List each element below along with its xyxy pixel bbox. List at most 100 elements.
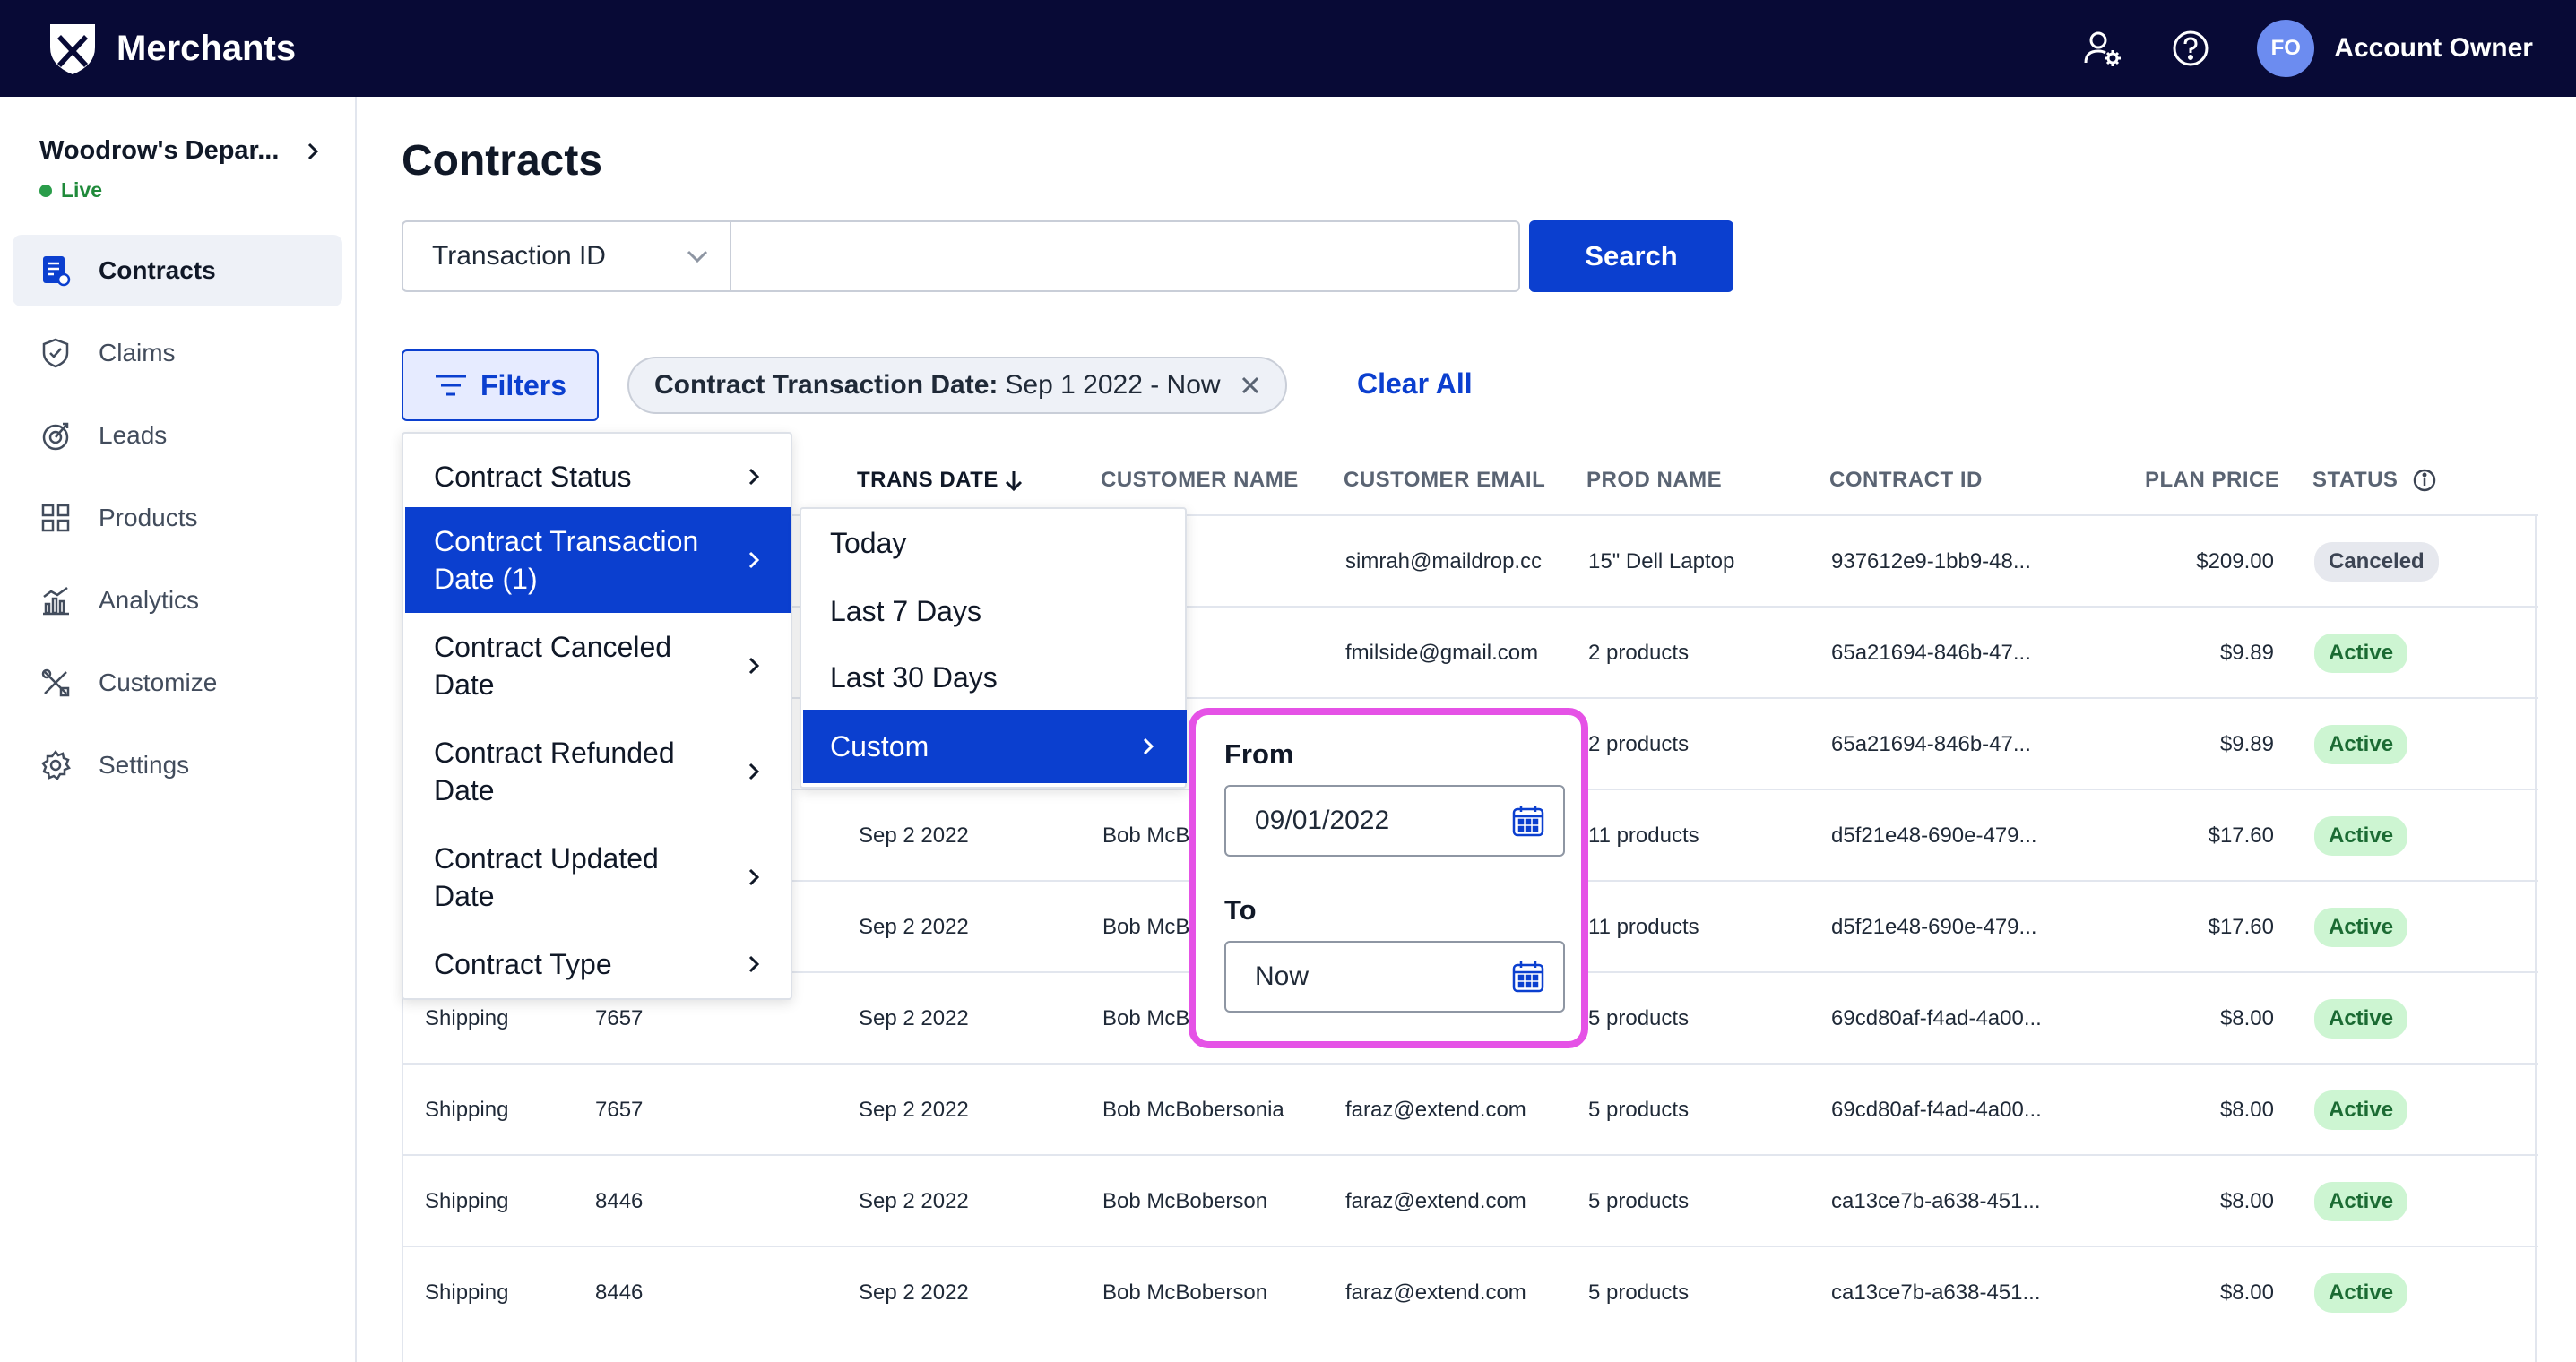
grid-icon [38,500,73,536]
date-option-last-7-days[interactable]: Last 7 Days [803,577,1187,645]
search-field-select-value: Transaction ID [432,241,606,272]
filter-menu-item-contract-type[interactable]: Contract Type [405,930,791,998]
table-cell-cid: 65a21694-846b-47... [1831,608,2031,699]
gear-icon [38,747,73,783]
filter-menu-item-label: Contract Transaction Date (1) [434,522,712,598]
column-header-customer-email[interactable]: CUSTOMER EMAIL [1344,468,1545,493]
user-settings-icon[interactable] [2081,27,2124,70]
filter-icon [434,373,468,398]
table-cell-status: Active [2314,608,2407,699]
table-cell-cid: ca13ce7b-a638-451... [1831,1156,2041,1247]
table-cell-num: 8446 [595,1156,643,1247]
avatar[interactable]: FO [2257,20,2314,77]
table-cell-cid: 937612e9-1bb9-48... [1831,516,2031,608]
table-cell-name: Bob McBoberson [1102,1247,1267,1339]
sidebar-item-leads[interactable]: Leads [13,400,342,471]
sidebar-item-settings[interactable]: Settings [13,729,342,801]
sidebar-item-analytics[interactable]: Analytics [13,565,342,636]
filter-menu-item-contract-canceled-date[interactable]: Contract Canceled Date [405,613,791,719]
table-cell-price: $17.60 [2209,790,2274,882]
column-header-trans-date[interactable]: TRANS DATE [857,468,1024,493]
sidebar-item-claims[interactable]: Claims [13,317,342,389]
column-header-customer-name[interactable]: CUSTOMER NAME [1101,468,1299,493]
status-badge: Active [2314,725,2407,764]
date-option-label: Last 30 Days [830,661,998,694]
calendar-icon[interactable] [1511,960,1545,994]
account-name[interactable]: Account Owner [2334,33,2533,64]
table-cell-cid: 69cd80af-f4ad-4a00... [1831,973,2042,1065]
clear-all-link[interactable]: Clear All [1357,367,1473,401]
filter-menu-item-label: Contract Status [434,458,632,496]
tools-icon [38,665,73,701]
chevron-right-icon [1142,736,1154,757]
sidebar-item-label: Analytics [99,586,199,615]
help-icon[interactable] [2169,27,2212,70]
sidebar-item-contracts[interactable]: Contracts [13,235,342,306]
chevron-right-icon [748,953,760,975]
table-cell-prod: 5 products [1588,973,1689,1065]
status-badge: Canceled [2314,542,2439,582]
table-cell-price: $209.00 [2196,516,2274,608]
table-cell-type: Shipping [425,1065,508,1156]
date-option-label: Today [830,527,906,560]
filter-menu-item-contract-status[interactable]: Contract Status [405,441,791,513]
from-date-field[interactable]: 09/01/2022 [1224,785,1565,857]
to-date-field[interactable]: Now [1224,941,1565,1013]
table-cell-status: Canceled [2314,516,2439,608]
column-header-contract-id[interactable]: CONTRACT ID [1829,468,1983,493]
filters-button[interactable]: Filters [402,349,599,421]
from-label: From [1224,738,1294,771]
status-badge: Active [2314,1273,2407,1313]
column-header-plan-price[interactable]: PLAN PRICE [2145,468,2279,493]
sidebar-item-products[interactable]: Products [13,482,342,554]
table-cell-num: 8446 [595,1247,643,1339]
table-cell-name: Bob McBoberson [1102,1156,1267,1247]
chevron-right-icon [306,141,320,162]
info-icon[interactable] [2412,468,2437,493]
table-cell-status: Active [2314,790,2407,882]
table-cell-email: faraz@extend.com [1345,1156,1526,1247]
brand[interactable]: Merchants [45,21,296,76]
table-row[interactable]: Shipping 7657 Sep 2 2022 Bob McBobersonia fa… [403,1063,2538,1154]
chevron-right-icon [748,866,760,888]
chart-icon [38,582,73,618]
filter-menu-item-contract-refunded-date[interactable]: Contract Refunded Date [405,719,791,824]
filter-menu-item-contract-updated-date[interactable]: Contract Updated Date [405,824,791,930]
column-header-status[interactable]: STATUS [2312,468,2437,493]
sidebar-item-label: Claims [99,339,176,367]
column-header-prod-name[interactable]: PROD NAME [1586,468,1722,493]
top-right-controls: FO Account Owner [2081,0,2533,97]
date-option-label: Custom [830,730,929,763]
contracts-icon [38,253,73,289]
table-cell-status: Active [2314,1065,2407,1156]
table-cell-email: faraz@extend.com [1345,1065,1526,1156]
date-option-last-30-days[interactable]: Last 30 Days [803,643,1187,711]
table-cell-email: simrah@maildrop.cc [1345,516,1542,608]
close-icon[interactable] [1240,375,1260,395]
table-cell-price: $8.00 [2220,1065,2274,1156]
table-row[interactable]: Shipping 8446 Sep 2 2022 Bob McBoberson fara… [403,1154,2538,1246]
status-badge: Active [2314,1090,2407,1130]
search-button[interactable]: Search [1529,220,1733,292]
search-input[interactable] [731,220,1520,292]
date-option-today[interactable]: Today [803,509,1187,577]
sidebar-item-label: Products [99,504,198,532]
sidebar-item-customize[interactable]: Customize [13,647,342,719]
filter-menu-item-label: Contract Updated Date [434,840,712,915]
filter-menu-item-contract-transaction-date[interactable]: Contract Transaction Date (1) [405,507,791,613]
merchant-switcher[interactable]: Woodrow's Depar... Live [39,136,320,203]
from-date-value: 09/01/2022 [1255,806,1389,836]
date-option-custom[interactable]: Custom [803,710,1187,783]
merchant-status-label: Live [61,178,102,203]
active-filter-chip[interactable]: Contract Transaction Date: Sep 1 2022 - … [627,357,1287,414]
status-badge: Active [2314,908,2407,947]
table-row[interactable]: Shipping 8446 Sep 2 2022 Bob McBoberson fara… [403,1246,2538,1337]
table-cell-status: Active [2314,882,2407,973]
table-cell-cid: 69cd80af-f4ad-4a00... [1831,1065,2042,1156]
table-cell-price: $17.60 [2209,882,2274,973]
search-field-select[interactable]: Transaction ID [402,220,731,292]
calendar-icon[interactable] [1511,804,1545,838]
table-cell-prod: 15" Dell Laptop [1588,516,1734,608]
table-cell-status: Active [2314,1247,2407,1339]
filter-menu-item-label: Contract Canceled Date [434,628,712,703]
